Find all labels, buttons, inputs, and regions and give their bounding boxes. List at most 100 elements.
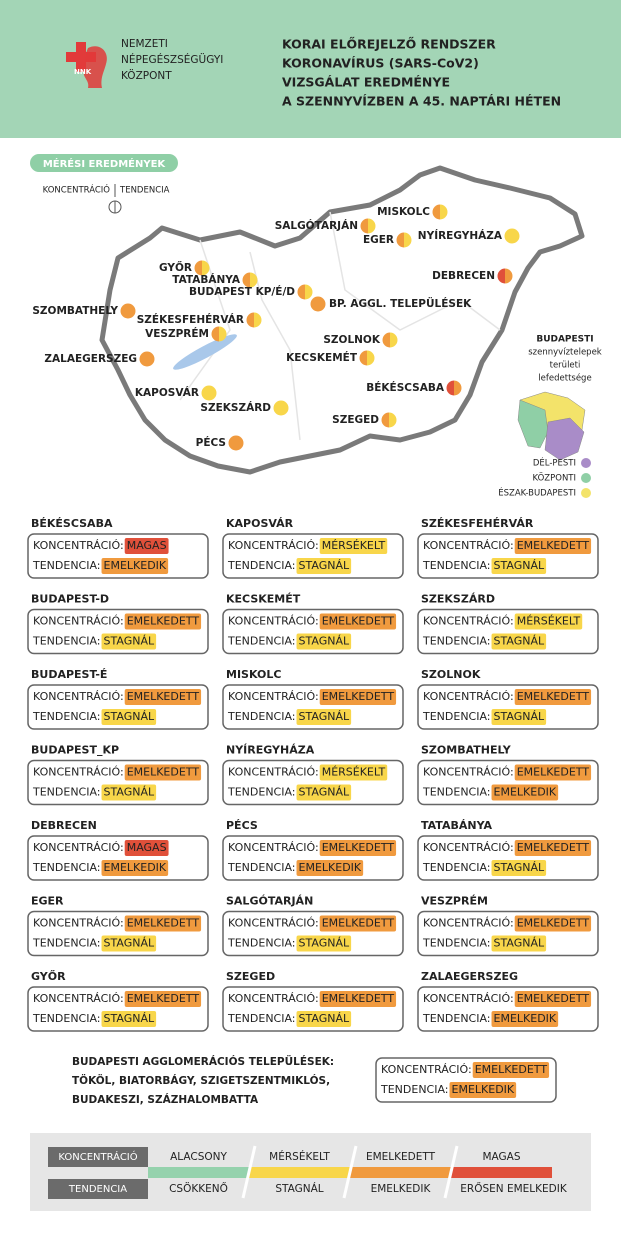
row-label: TENDENCIA: [227,861,296,874]
value-pill [296,935,352,952]
aggl-title: BUDAKESZI, SZÁZHALOMBATTA [72,1093,259,1106]
marker-conc [504,228,512,244]
value-pill [124,764,202,781]
city-label: KAPOSVÁR [135,386,199,399]
row-value: STAGNÁL [104,786,155,799]
row-value: STAGNÁL [299,937,350,950]
value-pill [491,860,547,876]
value-pill [514,840,592,856]
value-pill [514,991,592,1007]
marker-conc [310,296,318,312]
scale-conc-box [48,1147,148,1167]
row-value: STAGNÁL [104,635,155,648]
row-label: KONCENTRÁCIÓ: [33,992,124,1005]
marker-conc [359,350,367,366]
value-pill [449,1082,517,1098]
row-value: STAGNÁL [299,786,350,799]
city-label: EGER [363,234,394,246]
card-city: PÉCS [226,819,258,832]
row-label: TENDENCIA: [422,635,491,648]
row-label: TENDENCIA: [227,786,296,799]
value-pill [124,991,202,1007]
scale-conc: EMELKEDETT [366,1151,436,1163]
aggl-title: BUDAPESTI AGGLOMERÁCIÓS TELEPÜLÉSEK: [72,1054,334,1068]
row-label: TENDENCIA: [422,710,491,723]
marker-conc [228,435,236,451]
scale-trend: CSÖKKENŐ [169,1181,228,1195]
row-value: STAGNÁL [299,1012,350,1025]
value-pill [101,784,157,801]
row-label: TENDENCIA: [32,1012,101,1025]
scale-trend-box [48,1179,148,1199]
value-pill [101,935,157,952]
marker-trend [305,284,313,300]
marker-conc [246,312,254,328]
city-label: KECSKEMÉT [286,351,358,364]
row-value: MAGAS [127,841,167,854]
row-label: TENDENCIA: [422,559,491,572]
card-city: BUDAPEST-É [31,668,107,681]
legend-conc: KONCENTRÁCIÓ [43,184,111,196]
scale-divider [342,1145,358,1199]
row-value: EMELKEDETT [322,992,395,1005]
row-label: KONCENTRÁCIÓ: [33,690,124,703]
value-pill [296,784,352,801]
row-value: EMELKEDIK [494,786,557,799]
logo: NNK [66,42,107,88]
row-value: EMELKEDIK [494,1012,557,1025]
row-label: KONCENTRÁCIÓ: [381,1063,472,1076]
value-pill [514,538,592,554]
marker-trend [389,412,397,428]
row-value: STAGNÁL [104,710,155,723]
scale-trend: EMELKEDIK [371,1183,432,1195]
city-label: SZEGED [332,414,379,426]
value-pill [101,709,157,725]
row-value: EMELKEDETT [517,766,590,779]
title-line: VIZSGÁLAT EREDMÉNYE [282,75,450,90]
card-city: MISKOLC [226,668,281,681]
row-label: TENDENCIA: [227,1012,296,1025]
row-label: KONCENTRÁCIÓ: [33,615,124,628]
card-city: SZEKSZÁRD [421,593,495,606]
value-pill [491,633,547,650]
value-pill [319,915,397,932]
row-value: STAGNÁL [494,710,545,723]
row-value: EMELKEDETT [322,615,395,628]
city-label: MISKOLC [377,206,430,218]
row-value: EMELKEDETT [322,690,395,703]
city-label: DEBRECEN [432,270,495,282]
marker-conc [446,380,454,396]
value-pill [319,613,397,630]
org-name: KÖZPONT [121,69,172,82]
card-city: SZEGED [226,970,275,983]
inset-title: BUDAPESTI [536,335,593,345]
logo-text: NNK [74,68,92,76]
marker-conc [139,351,147,367]
marker-conc [382,332,390,348]
marker-trend [202,260,210,276]
row-value: EMELKEDETT [322,917,395,930]
inset-title: területi [550,361,581,371]
inset-legend-dot [581,473,591,483]
row-value: EMELKEDIK [104,861,167,874]
value-pill [296,709,352,725]
row-value: STAGNÁL [494,635,545,648]
value-pill [319,991,397,1007]
scale-trend-label: TENDENCIA [68,1184,127,1195]
marker-conc [273,400,281,416]
row-label: KONCENTRÁCIÓ: [228,917,319,930]
row-label: TENDENCIA: [422,1012,491,1025]
inset-legend-label: KÖZPONTI [533,473,577,484]
marker-trend [147,351,155,367]
city-label: BUDAPEST KP/É/D [189,285,295,298]
badge-bg [30,154,178,172]
card-city: BUDAPEST-D [31,593,109,606]
inset-legend-dot [581,488,591,498]
row-label: KONCENTRÁCIÓ: [423,539,514,552]
row-label: KONCENTRÁCIÓ: [423,917,514,930]
title-line: KORONAVÍRUS (SARS-CoV2) [282,56,479,71]
city-label: ZALAEGERSZEG [44,353,137,365]
row-label: KONCENTRÁCIÓ: [423,841,514,854]
value-pill [514,915,592,932]
